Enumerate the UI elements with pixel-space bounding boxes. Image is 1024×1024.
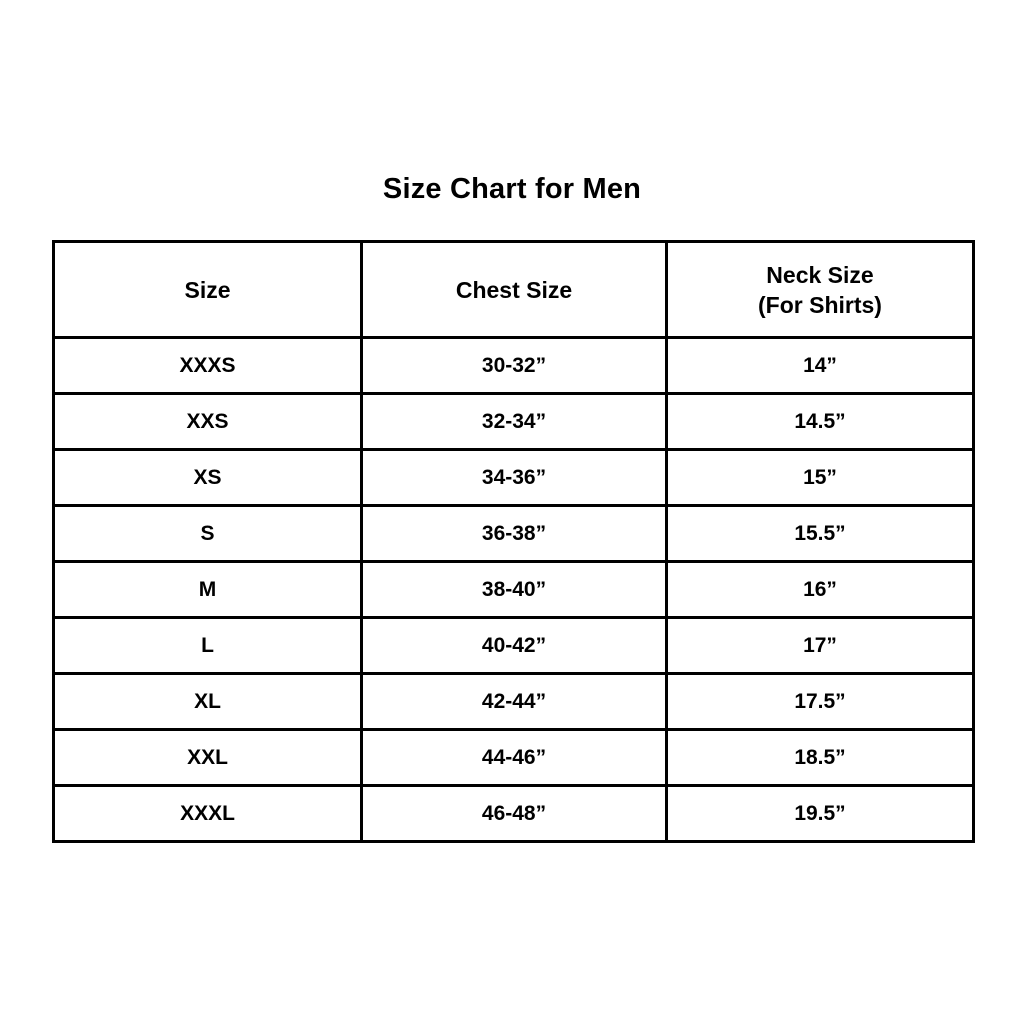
table-header-row: Size Chest Size Neck Size (For Shirts) bbox=[52, 240, 975, 339]
page-title: Size Chart for Men bbox=[382, 173, 642, 205]
table-row: XS 34-36” 15” bbox=[52, 448, 975, 507]
column-header-chest-size: Chest Size bbox=[360, 240, 668, 339]
cell-neck-size: 15.5” bbox=[665, 504, 975, 563]
size-chart-table: Size Chest Size Neck Size (For Shirts) X… bbox=[52, 240, 975, 843]
cell-size: XXL bbox=[52, 728, 363, 787]
cell-neck-size: 17” bbox=[665, 616, 975, 675]
cell-neck-size: 17.5” bbox=[665, 672, 975, 731]
cell-chest-size: 42-44” bbox=[360, 672, 668, 731]
cell-neck-size: 15” bbox=[665, 448, 975, 507]
table-row: L 40-42” 17” bbox=[52, 616, 975, 675]
column-header-neck-size-line2: (For Shirts) bbox=[758, 291, 882, 318]
cell-chest-size: 30-32” bbox=[360, 336, 668, 395]
table-row: XXXL 46-48” 19.5” bbox=[52, 784, 975, 843]
cell-size: XXXS bbox=[52, 336, 363, 395]
cell-size: M bbox=[52, 560, 363, 619]
cell-size: XL bbox=[52, 672, 363, 731]
cell-chest-size: 38-40” bbox=[360, 560, 668, 619]
cell-chest-size: 36-38” bbox=[360, 504, 668, 563]
cell-neck-size: 18.5” bbox=[665, 728, 975, 787]
table-row: XXL 44-46” 18.5” bbox=[52, 728, 975, 787]
table-row: XXXS 30-32” 14” bbox=[52, 336, 975, 395]
cell-size: XXS bbox=[52, 392, 363, 451]
table-body: XXXS 30-32” 14” XXS 32-34” 14.5” XS 34-3… bbox=[52, 336, 975, 843]
cell-neck-size: 14” bbox=[665, 336, 975, 395]
cell-chest-size: 44-46” bbox=[360, 728, 668, 787]
cell-chest-size: 40-42” bbox=[360, 616, 668, 675]
cell-chest-size: 32-34” bbox=[360, 392, 668, 451]
cell-size: XS bbox=[52, 448, 363, 507]
table-row: M 38-40” 16” bbox=[52, 560, 975, 619]
table-header: Size Chest Size Neck Size (For Shirts) bbox=[52, 240, 975, 339]
cell-size: XXXL bbox=[52, 784, 363, 843]
cell-size: L bbox=[52, 616, 363, 675]
cell-chest-size: 46-48” bbox=[360, 784, 668, 843]
cell-chest-size: 34-36” bbox=[360, 448, 668, 507]
cell-neck-size: 16” bbox=[665, 560, 975, 619]
column-header-size: Size bbox=[52, 240, 363, 339]
cell-neck-size: 19.5” bbox=[665, 784, 975, 843]
table-row: XXS 32-34” 14.5” bbox=[52, 392, 975, 451]
cell-size: S bbox=[52, 504, 363, 563]
cell-neck-size: 14.5” bbox=[665, 392, 975, 451]
table-row: S 36-38” 15.5” bbox=[52, 504, 975, 563]
column-header-neck-size: Neck Size (For Shirts) bbox=[665, 240, 975, 339]
table-row: XL 42-44” 17.5” bbox=[52, 672, 975, 731]
column-header-neck-size-line1: Neck Size bbox=[766, 261, 874, 288]
